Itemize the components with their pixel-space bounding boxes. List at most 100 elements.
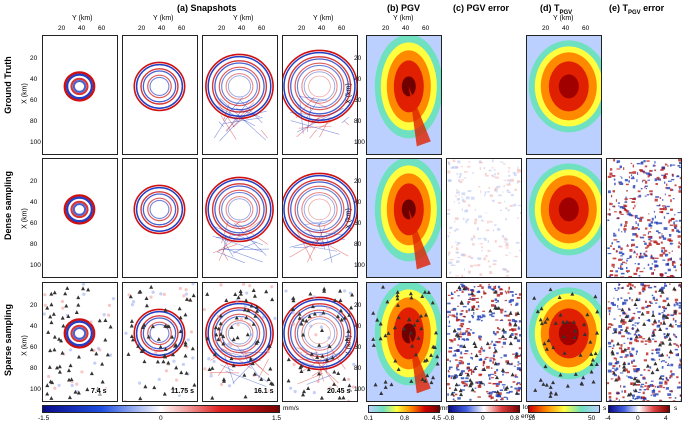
pgv-error-panel bbox=[446, 282, 522, 402]
time-label: 11.75 s bbox=[170, 388, 195, 395]
x-tick-label: 100 bbox=[30, 262, 41, 269]
tpgv-error-colorbar bbox=[608, 405, 670, 413]
colorbar-tick: 10 bbox=[528, 415, 536, 422]
y-tick-label: 20 bbox=[218, 25, 226, 32]
x-tick-label: 20 bbox=[30, 302, 38, 309]
colorbar-tick: 0 bbox=[159, 415, 163, 422]
y-tick-label: 60 bbox=[582, 25, 590, 32]
snapshot-panel bbox=[282, 35, 358, 155]
x-tick-label: 60 bbox=[30, 220, 38, 227]
x-tick-label: 100 bbox=[30, 386, 41, 393]
tpgv-panel bbox=[526, 282, 602, 402]
x-tick-label: 40 bbox=[30, 199, 38, 206]
y-tick-label: 60 bbox=[422, 25, 430, 32]
snapshot-panel bbox=[122, 35, 198, 155]
row-label-dense: Dense sampling bbox=[3, 170, 13, 240]
x-tick-label: 80 bbox=[30, 118, 38, 125]
pgv-panel bbox=[366, 35, 442, 155]
colorbar-tick: 0.1 bbox=[364, 415, 374, 422]
x-tick-label: 100 bbox=[354, 386, 365, 393]
colorbar-unit: s bbox=[603, 405, 607, 412]
x-tick-label: 80 bbox=[30, 365, 38, 372]
snapshot-panel bbox=[42, 35, 118, 155]
tpgv-panel bbox=[526, 158, 602, 278]
y-tick-label: 60 bbox=[178, 25, 186, 32]
row-label-sparse: Sparse sampling bbox=[3, 303, 13, 377]
time-label: 16.1 s bbox=[253, 388, 275, 395]
x-axis-label: X (km) bbox=[21, 83, 29, 104]
x-tick-label: 40 bbox=[30, 323, 38, 330]
pgv-panel bbox=[366, 158, 442, 278]
x-tick-label: 100 bbox=[30, 139, 41, 146]
colorbar-tick: 0.8 bbox=[510, 415, 520, 422]
snapshot-panel bbox=[282, 282, 358, 402]
y-axis-label: Y (km) bbox=[313, 15, 334, 22]
y-tick-label: 20 bbox=[58, 25, 66, 32]
y-tick-label: 40 bbox=[158, 25, 166, 32]
x-tick-label: 80 bbox=[30, 241, 38, 248]
colorbar-unit: log bbox=[523, 404, 532, 411]
colorbar-unit: mm/s bbox=[283, 405, 299, 412]
y-axis-label: Y (km) bbox=[72, 15, 93, 22]
x-axis-label: X (km) bbox=[21, 208, 29, 229]
header-tpgv: (d) TPGV bbox=[540, 3, 573, 16]
colorbar-tick: 1.5 bbox=[272, 415, 282, 422]
tpgv-panel bbox=[526, 35, 602, 155]
y-tick-label: 40 bbox=[78, 25, 86, 32]
y-tick-label: 20 bbox=[298, 25, 306, 32]
colorbar-tick: 4 bbox=[664, 415, 668, 422]
x-tick-label: 20 bbox=[30, 178, 38, 185]
x-tick-label: 60 bbox=[30, 97, 38, 104]
y-tick-label: 40 bbox=[562, 25, 570, 32]
snapshot-panel bbox=[122, 158, 198, 278]
y-tick-label: 60 bbox=[98, 25, 106, 32]
y-tick-label: 20 bbox=[382, 25, 390, 32]
snapshot-panel bbox=[42, 282, 118, 402]
x-tick-label: 20 bbox=[30, 55, 38, 62]
header-pgv: (b) PGV bbox=[387, 3, 420, 13]
colorbar-unit: error bbox=[521, 413, 535, 420]
snapshot-colorbar bbox=[42, 405, 280, 413]
colorbar-tick: 0 bbox=[636, 415, 640, 422]
snapshot-panel bbox=[202, 282, 278, 402]
x-tick-label: 100 bbox=[354, 262, 365, 269]
pgv-panel bbox=[366, 282, 442, 402]
colorbar-tick: -0.8 bbox=[443, 415, 455, 422]
pgv-colorbar bbox=[368, 405, 440, 413]
header-snapshots: (a) Snapshots bbox=[177, 3, 237, 13]
row-label-ground-truth: Ground Truth bbox=[3, 56, 13, 114]
time-label: 7.4 s bbox=[90, 388, 108, 395]
y-tick-label: 40 bbox=[402, 25, 410, 32]
y-tick-label: 20 bbox=[138, 25, 146, 32]
x-tick-label: 40 bbox=[30, 76, 38, 83]
time-label: 20.45 s bbox=[326, 388, 352, 395]
y-axis-label: Y (km) bbox=[153, 15, 174, 22]
tpgv-colorbar bbox=[528, 405, 600, 413]
colorbar-tick: -1.5 bbox=[38, 415, 50, 422]
colorbar-tick: 50 bbox=[588, 415, 596, 422]
x-axis-label: X (km) bbox=[21, 335, 29, 356]
header-pgv-error: (c) PGV error bbox=[453, 3, 510, 13]
y-axis-label: Y (km) bbox=[393, 15, 414, 22]
y-tick-label: 40 bbox=[318, 25, 326, 32]
x-tick-label: 60 bbox=[30, 344, 38, 351]
snapshot-panel bbox=[122, 282, 198, 402]
snapshot-panel bbox=[42, 158, 118, 278]
tpgv-error-panel bbox=[606, 282, 682, 402]
colorbar-unit: mm/s bbox=[440, 405, 456, 412]
pgv-error-panel bbox=[446, 158, 522, 278]
y-tick-label: 40 bbox=[238, 25, 246, 32]
snapshot-panel bbox=[202, 158, 278, 278]
snapshot-panel bbox=[282, 158, 358, 278]
snapshot-panel bbox=[202, 35, 278, 155]
colorbar-tick: 4.5 bbox=[432, 415, 442, 422]
pgv-error-colorbar bbox=[448, 405, 520, 413]
colorbar-tick: -4 bbox=[605, 415, 611, 422]
x-tick-label: 100 bbox=[354, 139, 365, 146]
y-axis-label: Y (km) bbox=[553, 15, 574, 22]
y-tick-label: 60 bbox=[258, 25, 266, 32]
y-tick-label: 20 bbox=[542, 25, 550, 32]
colorbar-tick: 0 bbox=[481, 415, 485, 422]
y-axis-label: Y (km) bbox=[233, 15, 254, 22]
colorbar-tick: 0.8 bbox=[400, 415, 410, 422]
